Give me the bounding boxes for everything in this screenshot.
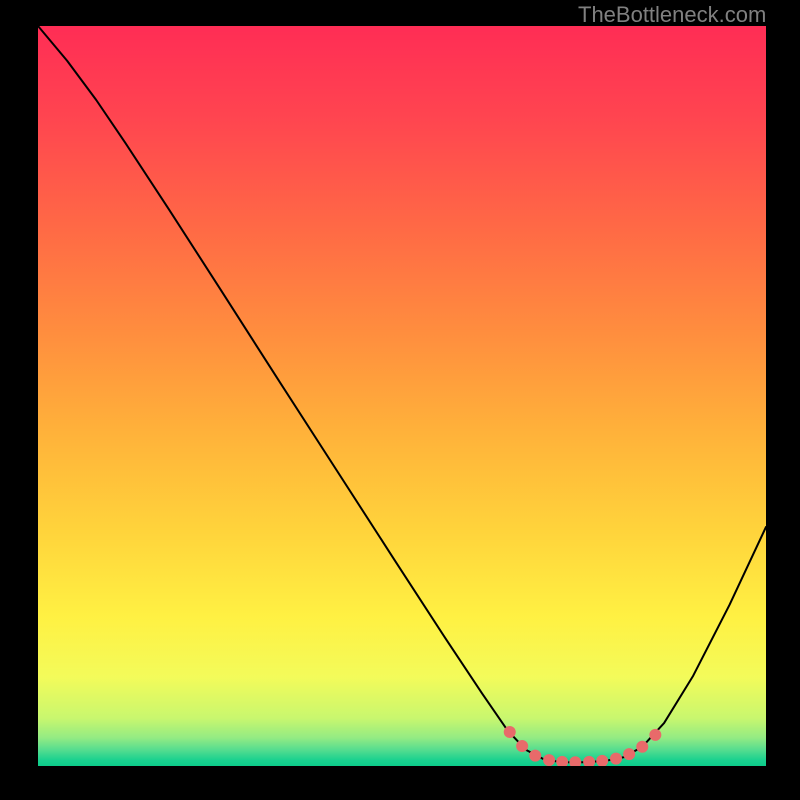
marker-point [637, 741, 648, 752]
marker-point [570, 757, 581, 766]
chart-container: TheBottleneck.com [0, 0, 800, 800]
marker-point [557, 756, 568, 766]
marker-point [544, 755, 555, 766]
gradient-background [38, 26, 766, 766]
plot-area [38, 26, 766, 766]
marker-point [504, 726, 515, 737]
marker-point [650, 729, 661, 740]
watermark-text: TheBottleneck.com [578, 2, 766, 28]
marker-point [624, 749, 635, 760]
chart-svg [38, 26, 766, 766]
marker-point [530, 750, 541, 761]
marker-point [611, 753, 622, 764]
marker-point [597, 755, 608, 766]
marker-point [584, 756, 595, 766]
marker-point [517, 741, 528, 752]
